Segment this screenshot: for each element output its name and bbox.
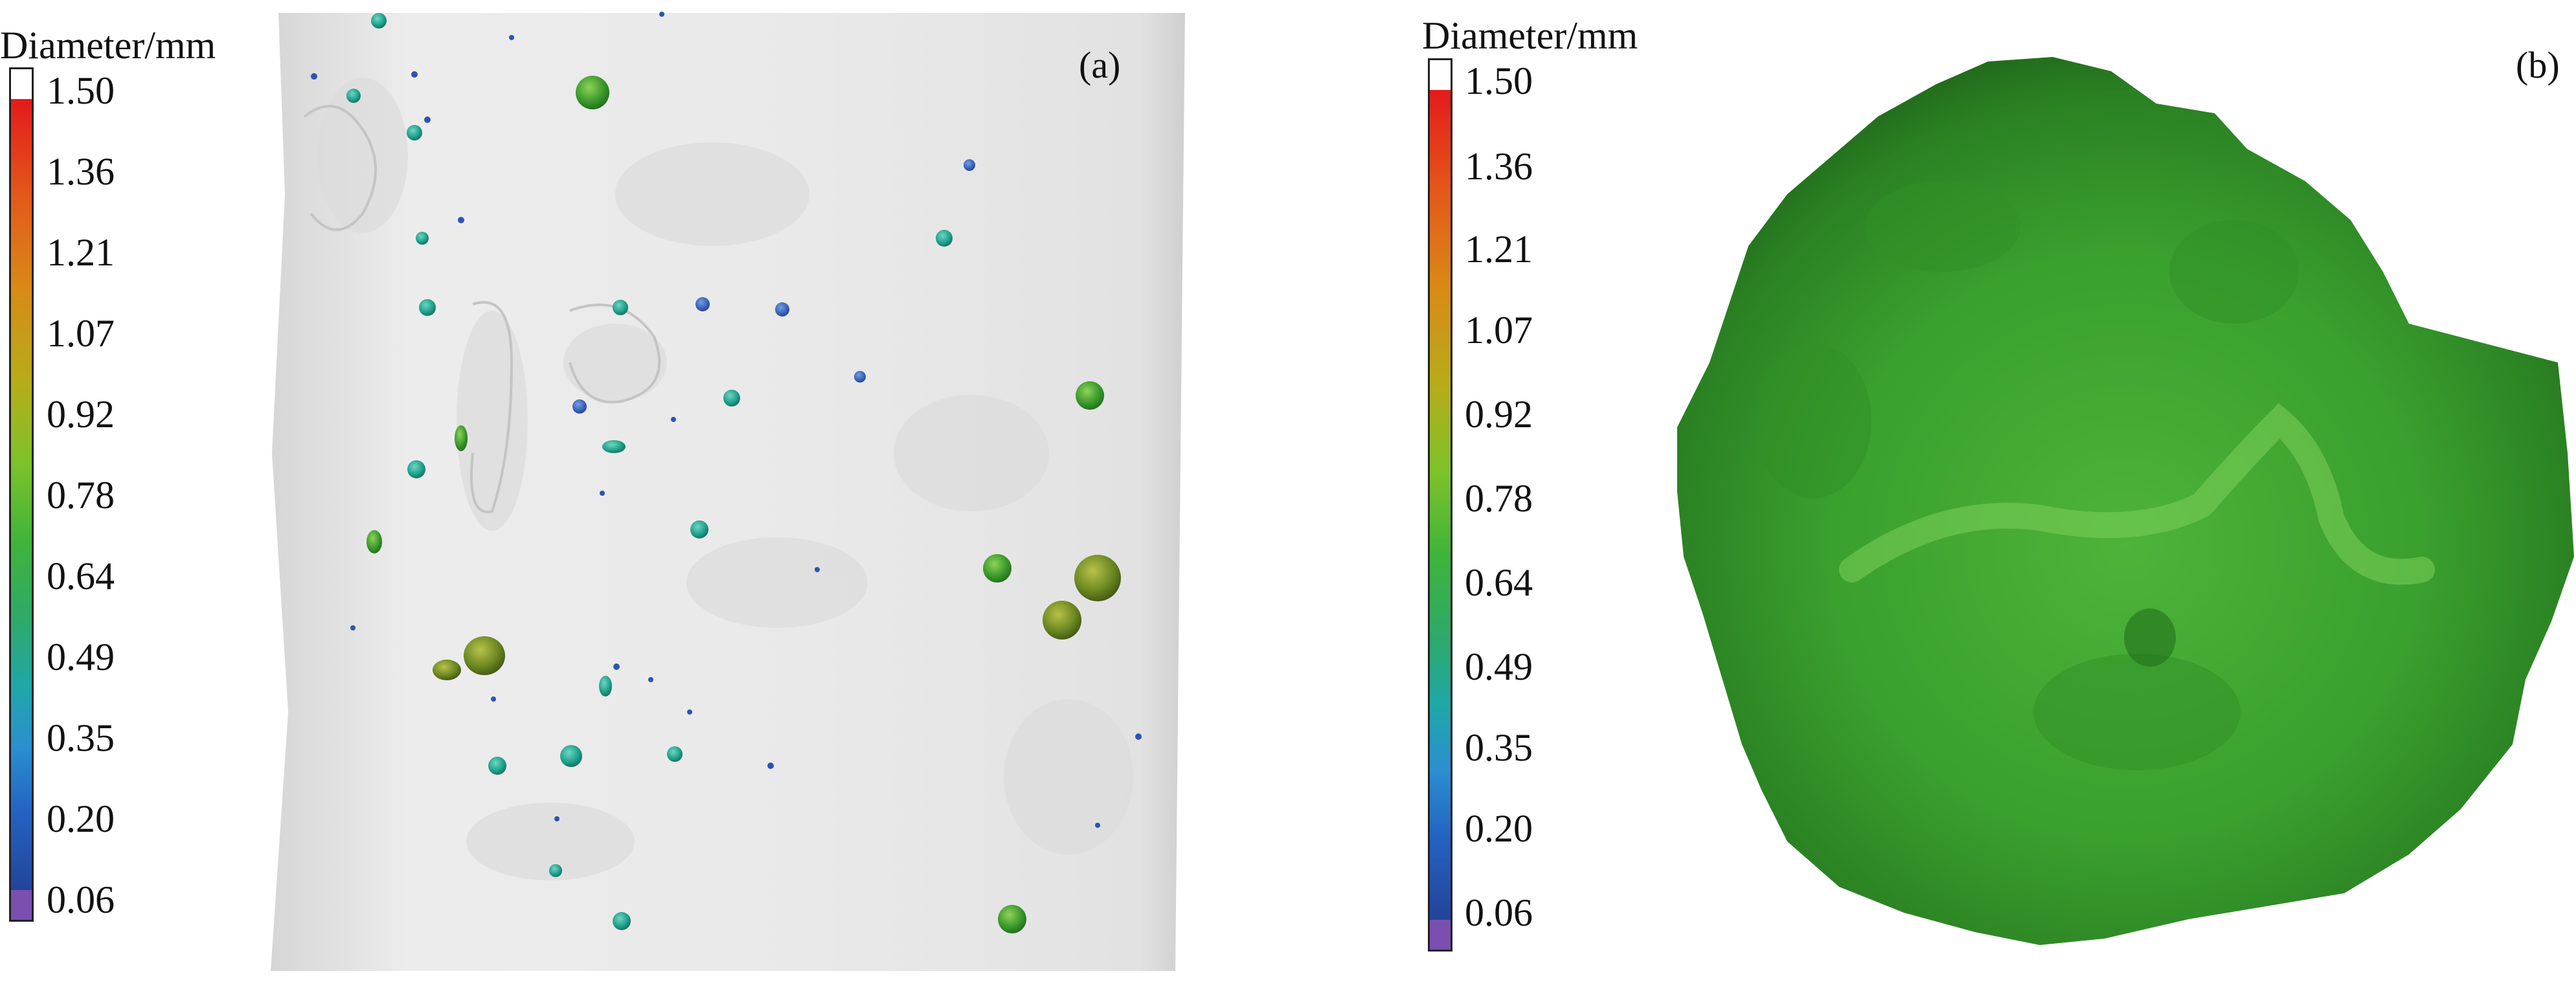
tick-a-10: 0.06 bbox=[47, 878, 115, 921]
pore bbox=[723, 390, 740, 406]
tick-a-0: 1.50 bbox=[47, 69, 115, 112]
tick-a-6: 0.64 bbox=[47, 555, 115, 597]
pore bbox=[346, 89, 361, 103]
pore bbox=[667, 746, 683, 762]
tick-a-3: 1.07 bbox=[47, 312, 115, 355]
tick-b-0: 1.50 bbox=[1465, 60, 1533, 102]
pore bbox=[576, 76, 609, 109]
tick-b-8: 0.35 bbox=[1465, 726, 1533, 769]
pore bbox=[983, 554, 1011, 583]
tick-b-7: 0.49 bbox=[1465, 645, 1533, 688]
pore bbox=[560, 745, 582, 767]
pore bbox=[433, 660, 461, 680]
tick-b-4: 0.92 bbox=[1465, 393, 1533, 436]
pore bbox=[602, 440, 626, 453]
pore bbox=[998, 905, 1026, 933]
tick-a-1: 1.36 bbox=[47, 150, 115, 193]
tick-b-2: 1.21 bbox=[1465, 228, 1533, 271]
pore bbox=[599, 676, 612, 696]
pore bbox=[407, 460, 425, 478]
pore bbox=[613, 912, 631, 930]
pore bbox=[1076, 381, 1104, 410]
colorbar-b-title: Diameter/mm bbox=[1422, 14, 1638, 57]
pore bbox=[695, 297, 710, 311]
pore bbox=[964, 159, 975, 171]
colorbar-a bbox=[9, 67, 34, 922]
pore bbox=[407, 125, 422, 140]
panel-b-label: (b) bbox=[2516, 44, 2560, 86]
tick-b-1: 1.36 bbox=[1465, 145, 1533, 188]
tick-b-6: 0.64 bbox=[1465, 561, 1533, 604]
pore bbox=[416, 232, 429, 245]
pore bbox=[690, 520, 708, 539]
tick-a-2: 1.21 bbox=[47, 231, 115, 274]
pore bbox=[419, 299, 436, 316]
pore bbox=[488, 757, 506, 775]
pore bbox=[936, 230, 953, 247]
pore bbox=[613, 300, 628, 315]
tick-a-9: 0.20 bbox=[47, 797, 115, 840]
tick-b-5: 0.78 bbox=[1465, 477, 1533, 520]
pore bbox=[371, 13, 387, 28]
tick-b-9: 0.20 bbox=[1465, 807, 1533, 850]
pore bbox=[854, 371, 866, 383]
pore bbox=[1043, 601, 1081, 640]
colorbar-b bbox=[1428, 58, 1452, 952]
colorbar-a-title: Diameter/mm bbox=[0, 24, 216, 67]
pore bbox=[367, 530, 382, 553]
tick-a-4: 0.92 bbox=[47, 393, 115, 436]
tick-b-10: 0.06 bbox=[1465, 891, 1533, 934]
panel-a-label: (a) bbox=[1079, 44, 1121, 86]
pore bbox=[775, 302, 789, 317]
tick-b-3: 1.07 bbox=[1465, 309, 1533, 351]
pore bbox=[464, 636, 505, 675]
pore bbox=[1074, 555, 1121, 601]
tick-a-7: 0.49 bbox=[47, 636, 115, 678]
tick-a-5: 0.78 bbox=[47, 474, 115, 517]
pore bbox=[455, 425, 468, 451]
pore bbox=[572, 399, 587, 414]
pore bbox=[549, 864, 562, 877]
tick-a-8: 0.35 bbox=[47, 717, 115, 759]
